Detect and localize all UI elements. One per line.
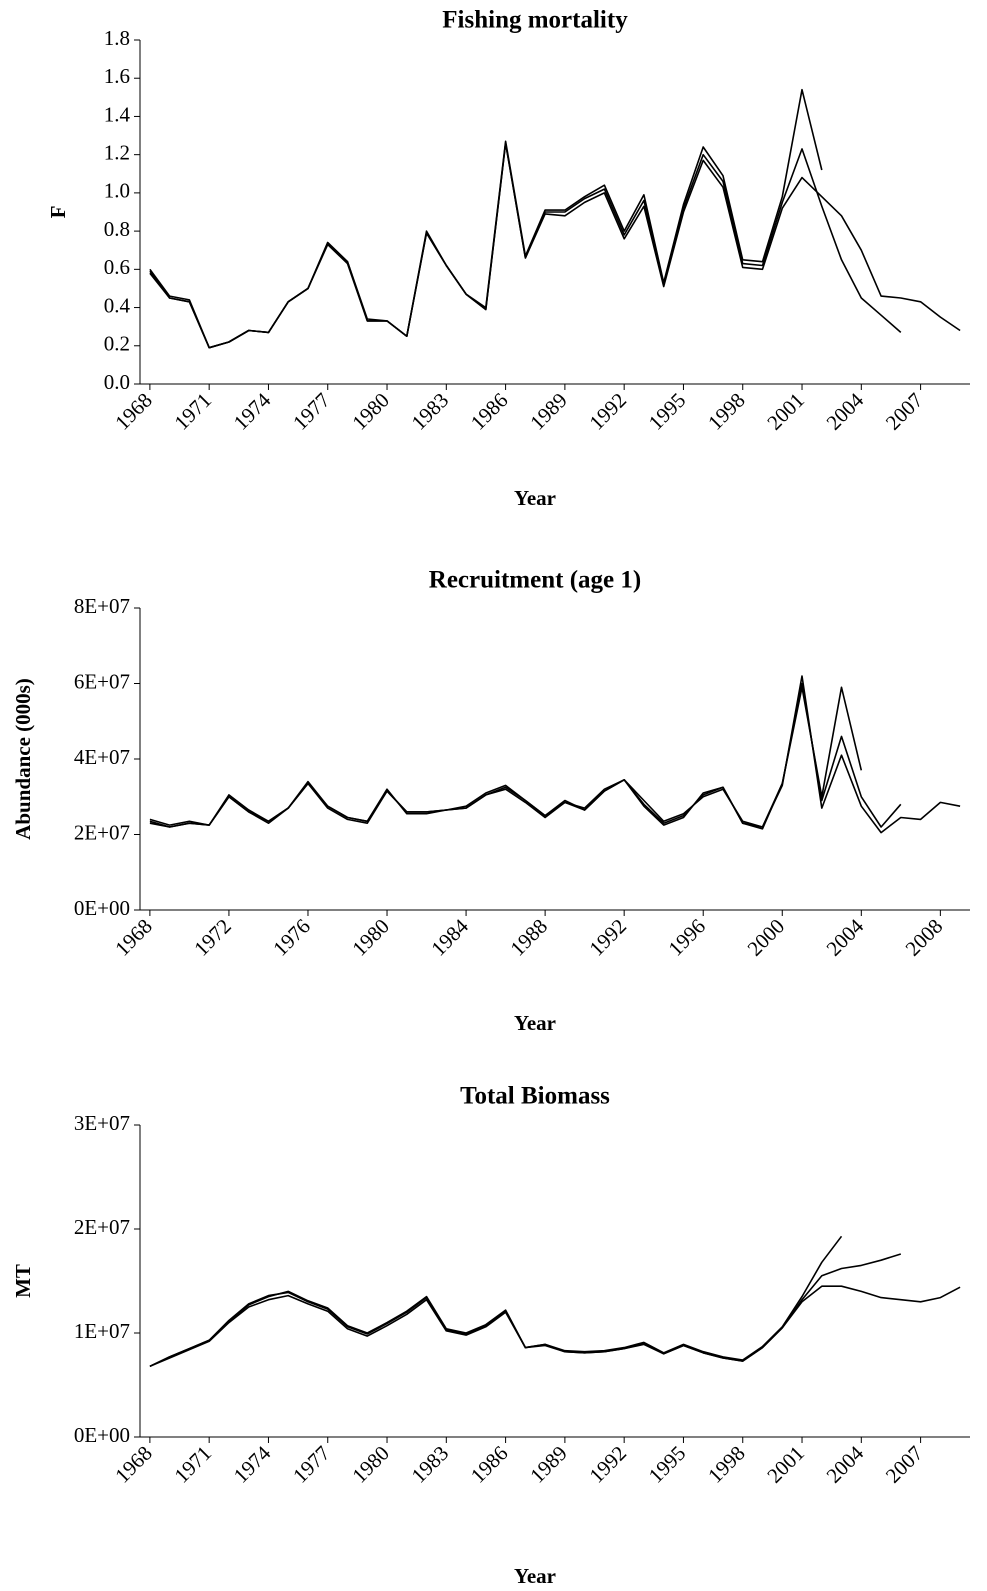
series-line <box>149 142 902 349</box>
x-tick-label: 2004 <box>822 914 869 961</box>
y-tick-label: 3E+07 <box>74 1111 130 1135</box>
y-tick-label: 1.4 <box>104 102 131 126</box>
y-tick-label: 2E+07 <box>74 1215 130 1239</box>
y-tick-label: 6E+07 <box>74 669 130 693</box>
x-axis-label: Year <box>514 1011 556 1035</box>
x-tick-label: 1972 <box>189 914 236 961</box>
x-tick-label: 1983 <box>407 388 454 435</box>
x-tick-label: 2007 <box>881 388 928 435</box>
x-tick-label: 1992 <box>584 914 631 961</box>
x-tick-label: 1980 <box>347 1441 394 1488</box>
x-tick-label: 1995 <box>644 388 691 435</box>
x-tick-label: 1974 <box>229 388 276 435</box>
x-tick-label: 1988 <box>505 914 552 961</box>
x-tick-label: 1986 <box>466 388 513 435</box>
chart-title: Fishing mortality <box>442 7 628 34</box>
x-tick-label: 2000 <box>743 914 790 961</box>
y-tick-label: 0.8 <box>104 217 130 241</box>
x-tick-label: 1971 <box>169 1441 216 1488</box>
x-tick-label: 1971 <box>169 388 216 435</box>
y-tick-label: 1.2 <box>104 140 130 164</box>
x-tick-label: 1992 <box>584 388 631 435</box>
x-tick-label: 1989 <box>525 388 572 435</box>
chart-title: Recruitment (age 1) <box>429 567 641 594</box>
x-tick-label: 1992 <box>584 1441 631 1488</box>
x-tick-label: 1980 <box>347 914 394 961</box>
y-tick-label: 1.0 <box>104 179 130 203</box>
y-tick-label: 4E+07 <box>74 745 130 769</box>
y-tick-label: 1.6 <box>104 64 130 88</box>
x-tick-label: 1986 <box>466 1441 513 1488</box>
series-line <box>149 142 961 349</box>
series-line <box>149 686 863 830</box>
y-axis-label: Abundance (000s) <box>11 678 35 840</box>
x-tick-label: 1968 <box>110 914 157 961</box>
x-tick-label: 2001 <box>762 1441 809 1488</box>
x-axis-label: Year <box>514 486 556 510</box>
series-line <box>149 1253 902 1368</box>
x-tick-label: 1968 <box>110 388 157 435</box>
y-tick-label: 0E+00 <box>74 1423 130 1447</box>
x-tick-label: 2004 <box>822 1441 869 1488</box>
x-axis-label: Year <box>514 1564 556 1588</box>
y-tick-label: 0.0 <box>104 370 130 394</box>
x-tick-label: 1995 <box>644 1441 691 1488</box>
x-tick-label: 1998 <box>703 1441 750 1488</box>
series-line <box>149 1285 961 1368</box>
x-tick-label: 2004 <box>822 388 869 435</box>
x-tick-label: 1968 <box>110 1441 157 1488</box>
y-tick-label: 2E+07 <box>74 820 130 844</box>
y-tick-label: 8E+07 <box>74 594 130 618</box>
chart-title: Total Biomass <box>460 1083 610 1110</box>
y-tick-label: 1E+07 <box>74 1319 130 1343</box>
y-axis-label: MT <box>11 1264 35 1298</box>
y-axis-label: F <box>46 206 70 219</box>
y-tick-label: 0.4 <box>104 293 131 317</box>
x-tick-label: 2007 <box>881 1441 928 1488</box>
x-tick-label: 1984 <box>426 914 473 961</box>
x-tick-label: 1980 <box>347 388 394 435</box>
x-tick-label: 1976 <box>268 914 315 961</box>
x-tick-label: 2008 <box>901 914 948 961</box>
x-tick-label: 1983 <box>407 1441 454 1488</box>
x-tick-label: 1998 <box>703 388 750 435</box>
y-tick-label: 0E+00 <box>74 896 130 920</box>
series-line <box>149 88 823 349</box>
series-line <box>149 1235 843 1368</box>
y-tick-label: 0.6 <box>104 255 130 279</box>
y-tick-label: 0.2 <box>104 332 130 356</box>
x-tick-label: 2001 <box>762 388 809 435</box>
y-tick-label: 1.8 <box>104 26 130 50</box>
x-tick-label: 1977 <box>288 1441 335 1488</box>
x-tick-label: 1977 <box>288 388 335 435</box>
x-tick-label: 1974 <box>229 1441 276 1488</box>
x-tick-label: 1989 <box>525 1441 572 1488</box>
x-tick-label: 1996 <box>663 914 710 961</box>
